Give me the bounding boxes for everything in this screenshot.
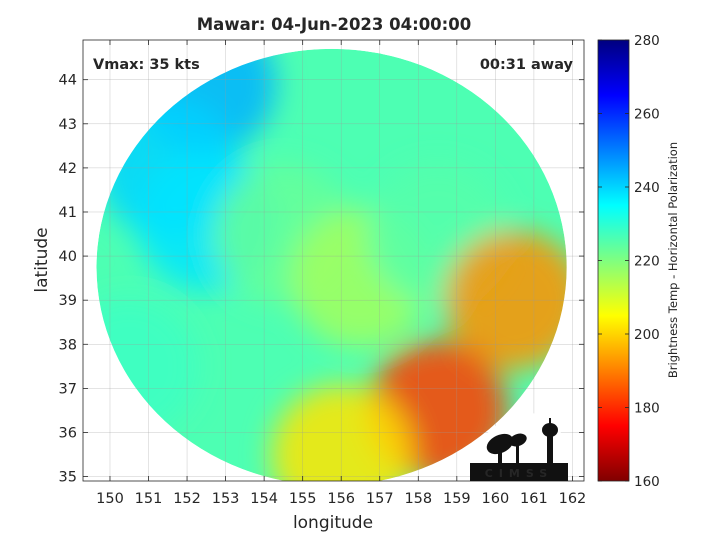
- colorbar-tick-label: 200: [634, 327, 660, 343]
- colorbar-tick-label: 260: [634, 107, 660, 123]
- x-tick-label: 157: [366, 491, 394, 507]
- y-tick-label: 41: [59, 205, 77, 221]
- time-away-annotation: 00:31 away: [480, 57, 574, 73]
- y-tick-label: 40: [59, 249, 77, 265]
- x-axis-ticks: 150 151 152 153 154 155 156 157 158 159 160 161 162: [96, 40, 586, 507]
- colorbar-tick-label: 220: [634, 254, 660, 270]
- x-tick-label: 159: [443, 491, 471, 507]
- colorbar-tick-label: 280: [634, 33, 660, 49]
- y-tick-label: 36: [59, 425, 77, 441]
- y-tick-label: 35: [59, 470, 77, 486]
- y-axis-label: latitude: [32, 227, 52, 292]
- x-tick-label: 153: [212, 491, 240, 507]
- y-tick-label: 37: [59, 381, 77, 397]
- colorbar-tick-label: 160: [634, 474, 660, 490]
- swath-sample-9: [96, 296, 200, 437]
- x-tick-label: 151: [135, 491, 163, 507]
- x-axis-label: longitude: [293, 513, 373, 533]
- vmax-annotation: Vmax: 35 kts: [93, 57, 200, 73]
- y-tick-label: 39: [59, 293, 77, 309]
- x-tick-label: 154: [250, 491, 278, 507]
- y-tick-label: 38: [59, 337, 77, 353]
- colorbar-ticks: 160 180 200 220 240 260 280: [598, 33, 660, 490]
- cimss-logo: CIMSS: [470, 412, 568, 481]
- grid: [83, 40, 584, 481]
- y-axis-ticks: 35 36 37 38 39 40 41 42 43 44: [59, 73, 584, 486]
- y-tick-label: 43: [59, 117, 77, 133]
- y-tick-label: 44: [59, 73, 77, 89]
- colorbar-tick-label: 240: [634, 180, 660, 196]
- x-tick-label: 152: [173, 491, 201, 507]
- colorbar-label: Brightness Temp - Horizontal Polarizatio…: [666, 142, 680, 378]
- colorbar-tick-label: 180: [634, 401, 660, 417]
- colorbar-gradient: [597, 39, 630, 482]
- chart-title: Mawar: 04-Jun-2023 04:00:00: [197, 15, 471, 34]
- x-tick-label: 160: [482, 491, 510, 507]
- x-tick-label: 150: [96, 491, 124, 507]
- x-tick-label: 162: [559, 491, 587, 507]
- cimss-logo-text: CIMSS: [485, 467, 553, 480]
- axes-box: [82, 39, 585, 482]
- x-tick-label: 158: [404, 491, 432, 507]
- x-tick-label: 155: [289, 491, 317, 507]
- colorbar: 160 180 200 220 240 260 280 Brightness Temp - …: [597, 33, 680, 490]
- x-tick-label: 161: [520, 491, 548, 507]
- y-tick-label: 42: [59, 161, 77, 177]
- x-tick-label: 156: [327, 491, 355, 507]
